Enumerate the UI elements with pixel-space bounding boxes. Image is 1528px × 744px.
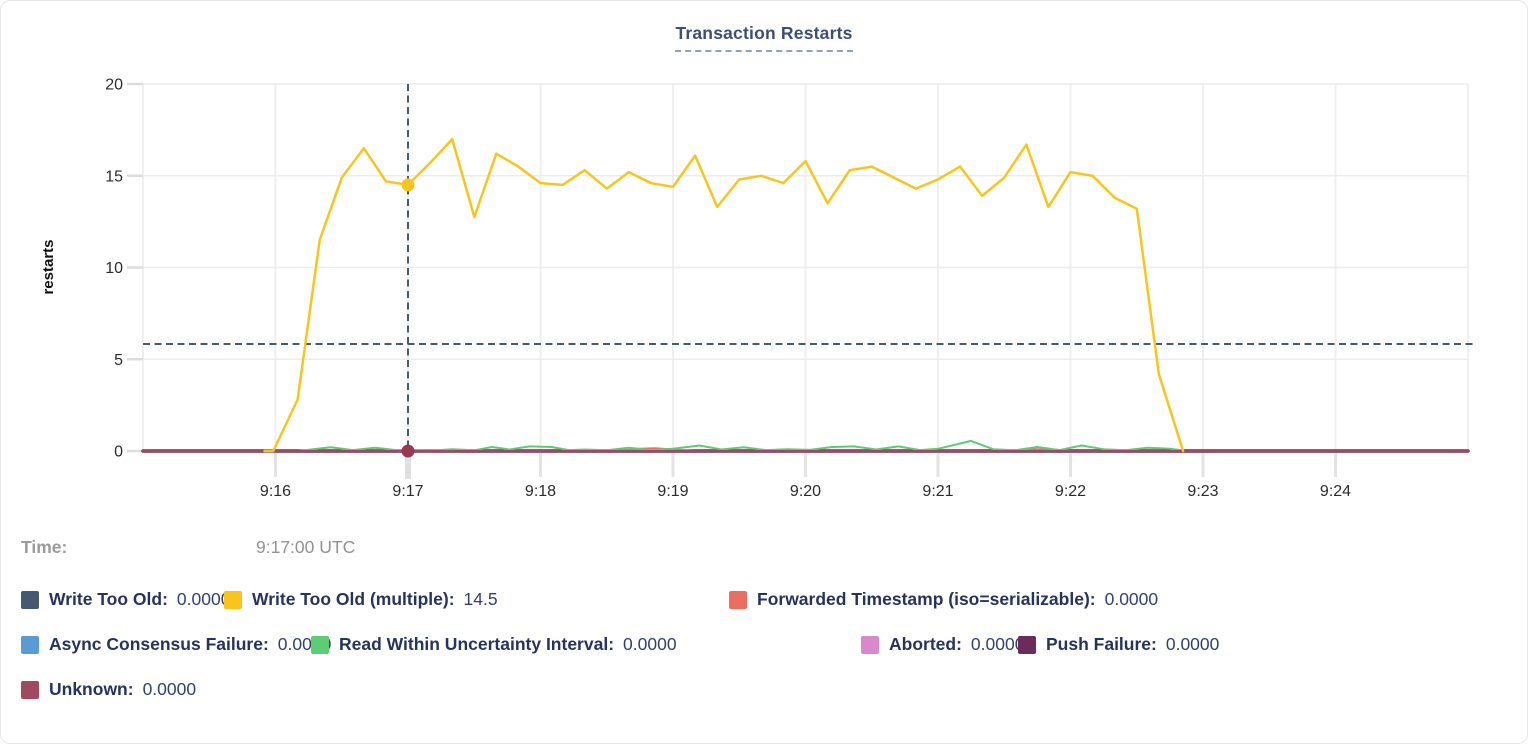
legend-item[interactable]: Push Failure: 0.0000 — [1018, 634, 1219, 655]
legend-item-value: 0.0000 — [176, 589, 231, 609]
legend-item[interactable]: Write Too Old: 0.0000 — [21, 589, 230, 610]
legend-item-label: Forwarded Timestamp (iso=serializable): — [757, 589, 1096, 609]
legend-item[interactable]: Aborted: 0.0000 — [861, 634, 1024, 655]
legend-swatch — [1018, 635, 1036, 654]
series-lines — [141, 137, 1470, 453]
hover-time-row: Time: 9:17:00 UTC — [1, 537, 1527, 561]
svg-text:9:23: 9:23 — [1187, 483, 1218, 500]
svg-text:20: 20 — [105, 77, 123, 94]
legend-item-label: Unknown: — [49, 679, 134, 699]
legend-item-value: 14.5 — [463, 589, 498, 609]
legend-item[interactable]: Forwarded Timestamp (iso=serializable): 0… — [729, 589, 1158, 610]
legend-item-value: 0.0000 — [623, 634, 677, 654]
legend-item-label: Aborted: — [889, 634, 962, 654]
legend-swatch — [21, 635, 39, 654]
legend-item[interactable]: Write Too Old (multiple): 14.5 — [224, 589, 498, 610]
legend-row-2: Async Consensus Failure: 0.0000 Read Withi… — [1, 634, 1527, 660]
svg-text:9:19: 9:19 — [657, 483, 688, 500]
legend-item-value: 0.0000 — [970, 634, 1025, 654]
time-value: 9:17:00 UTC — [256, 537, 356, 557]
legend-row-1: Write Too Old: 0.0000 Write Too Old (multi… — [1, 589, 1527, 615]
svg-text:9:17: 9:17 — [392, 483, 423, 500]
legend-swatch — [729, 590, 747, 609]
svg-text:15: 15 — [105, 168, 123, 185]
y-axis-title: restarts — [40, 239, 57, 294]
legend-item[interactable]: Unknown: 0.0000 — [21, 679, 196, 700]
crosshair-dots — [401, 178, 415, 458]
svg-text:9:18: 9:18 — [525, 483, 556, 500]
legend-item-label: Read Within Uncertainty Interval: — [339, 634, 615, 654]
svg-text:9:22: 9:22 — [1055, 483, 1086, 500]
legend-swatch — [861, 635, 879, 654]
crosshair — [143, 84, 1473, 451]
svg-text:9:21: 9:21 — [922, 483, 953, 500]
legend-swatch — [224, 590, 242, 609]
legend-item[interactable]: Async Consensus Failure: 0.0000 — [21, 634, 331, 655]
svg-text:5: 5 — [114, 352, 123, 369]
legend-swatch — [21, 590, 39, 609]
svg-text:9:20: 9:20 — [790, 483, 821, 500]
series-line — [296, 439, 1185, 452]
svg-text:10: 10 — [105, 260, 123, 277]
chart-title-text: Transaction Restarts — [675, 23, 853, 52]
legend-swatch — [311, 635, 329, 654]
legend-item-label: Async Consensus Failure: — [49, 634, 269, 654]
chart-title: Transaction Restarts — [1, 23, 1527, 52]
svg-text:0: 0 — [114, 444, 123, 461]
legend-item-value: 0.0000 — [142, 679, 197, 699]
time-label: Time: — [21, 537, 68, 557]
hover-dot — [401, 178, 415, 192]
svg-text:9:16: 9:16 — [260, 483, 291, 500]
legend-item-value: 0.0000 — [1165, 634, 1220, 654]
legend-item-value: 0.0000 — [1104, 589, 1159, 609]
axis-labels: 0 5 10 15 20 9:16 9:17 9:18 9:19 9:20 9:21 9:22 9:23… — [40, 77, 1351, 501]
legend-item-label: Write Too Old (multiple): — [252, 589, 455, 609]
legend-item[interactable]: Read Within Uncertainty Interval: 0.0000 — [311, 634, 677, 655]
legend-swatch — [21, 680, 39, 699]
grid — [127, 82, 1469, 479]
legend-item-label: Push Failure: — [1046, 634, 1157, 654]
legend-item-label: Write Too Old: — [49, 589, 168, 609]
hover-dot — [401, 444, 415, 458]
transaction-restarts-chart[interactable]: 0 5 10 15 20 9:16 9:17 9:18 9:19 9:20 9:21 9:22 9:23… — [1, 1, 1527, 531]
svg-text:9:24: 9:24 — [1320, 483, 1351, 500]
legend-row-3: Unknown: 0.0000 — [1, 679, 1527, 705]
